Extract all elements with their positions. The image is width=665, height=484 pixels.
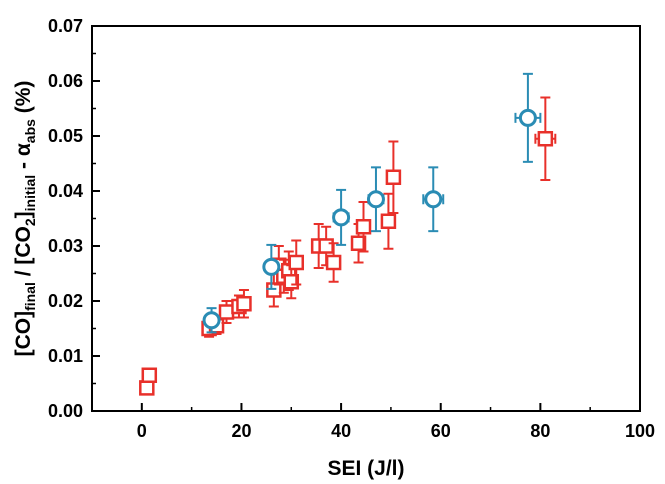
x-tick-label: 20 bbox=[231, 421, 251, 441]
y-title-part: - bbox=[12, 156, 35, 175]
data-point-square bbox=[141, 367, 158, 383]
data-point-circle bbox=[202, 311, 221, 330]
data-point-square bbox=[350, 235, 367, 251]
y-axis-title: [CO]final / [CO2]initial - αabs (%) bbox=[12, 81, 38, 357]
y-title-part: / [CO bbox=[12, 226, 35, 282]
y-tick-label: 0.07 bbox=[48, 16, 83, 36]
x-axis-title: SEI (J/l) bbox=[327, 457, 404, 480]
series-square bbox=[139, 96, 557, 396]
y-tick-label: 0.03 bbox=[48, 236, 83, 256]
x-tick-label: 100 bbox=[625, 421, 655, 441]
y-title-part: (%) bbox=[12, 81, 35, 120]
y-title-part: final bbox=[22, 282, 38, 311]
x-tick-label: 40 bbox=[331, 421, 351, 441]
data-point-square bbox=[380, 213, 397, 229]
y-title-part: 2 bbox=[22, 218, 38, 226]
data-point-square bbox=[318, 238, 334, 254]
data-point-circle bbox=[518, 108, 537, 127]
series-layer bbox=[139, 72, 557, 396]
y-title-part: [CO] bbox=[12, 311, 35, 357]
y-title-part: initial bbox=[22, 175, 38, 212]
data-point-circle bbox=[332, 208, 351, 227]
data-point-square bbox=[139, 380, 155, 396]
data-point-circle bbox=[366, 190, 385, 209]
data-point-circle bbox=[262, 257, 281, 276]
data-point-square bbox=[218, 304, 235, 320]
data-point-square bbox=[325, 254, 342, 271]
data-point-square bbox=[288, 254, 305, 271]
x-tick-label: 80 bbox=[530, 421, 550, 441]
y-title-part: abs bbox=[22, 119, 38, 143]
y-tick-label: 0.05 bbox=[48, 126, 83, 146]
x-tick-label: 0 bbox=[137, 421, 147, 441]
y-title-part: α bbox=[12, 143, 35, 156]
y-title-part: ] bbox=[12, 211, 35, 218]
data-point-square bbox=[355, 219, 372, 235]
data-point-square bbox=[236, 296, 252, 312]
y-tick-label: 0.00 bbox=[48, 401, 83, 421]
y-tick-label: 0.02 bbox=[48, 291, 83, 311]
series-circle bbox=[202, 72, 542, 334]
data-point-square bbox=[537, 131, 554, 147]
data-point-square bbox=[385, 169, 402, 185]
plot-frame bbox=[91, 25, 641, 412]
ticks-layer: 0 20 40 60 80 100 0.00 0.01 0.02 0.03 0.04 0.05 0.06… bbox=[48, 16, 655, 441]
data-point-circle bbox=[424, 190, 443, 209]
y-tick-label: 0.06 bbox=[48, 71, 83, 91]
y-tick-label: 0.04 bbox=[48, 181, 83, 201]
x-tick-label: 60 bbox=[431, 421, 451, 441]
y-tick-label: 0.01 bbox=[48, 346, 83, 366]
